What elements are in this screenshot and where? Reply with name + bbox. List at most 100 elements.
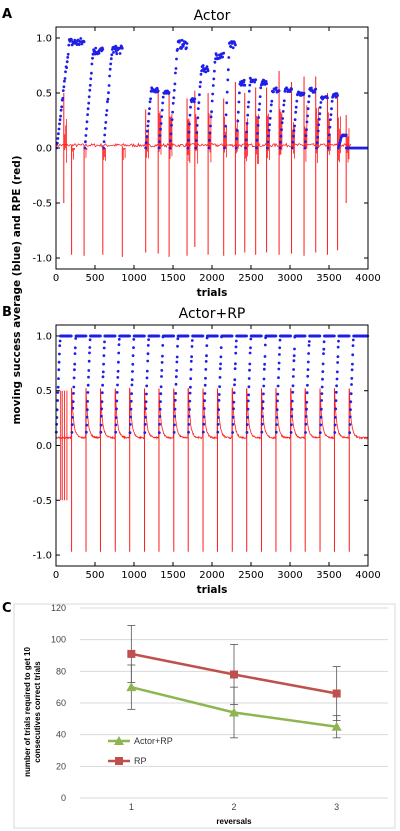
actor-success-dot [303,146,307,150]
actor-rp-success-dot [333,431,337,434]
actor-rp-success-dot [173,423,176,427]
actor-success-dot [104,121,108,124]
actor-rp-success-dot [101,375,105,379]
actor-success-dot [160,108,164,112]
actor-rp-success-dot [248,351,252,355]
actor-rp-success-dot [100,400,104,404]
chart-c-y-tick-label: 120 [51,603,66,613]
actor-rp-success-dot [333,334,336,338]
actor-rp-x-tick-label: 3000 [277,570,302,581]
actor-rp-success-dot [304,415,308,418]
actor-x-tick-label: 3500 [316,273,341,284]
actor-success-dot [267,134,270,138]
actor-success-dot [318,112,322,116]
actor-rp-success-dot [321,377,324,381]
actor-success-dot [302,91,306,95]
actor-success-dot [295,99,299,103]
actor-rp-success-dot [176,344,179,348]
actor-rp-success-dot [129,415,133,419]
actor-success-dot [147,112,151,116]
actor-rp-success-dot [204,368,208,371]
actor-success-dot [145,129,149,133]
actor-success-dot [208,138,211,142]
actor-rp-success-dot [349,400,353,404]
actor-success-dot [63,77,67,80]
actor-success-dot [266,140,270,144]
actor-rp-success-dot [216,430,220,434]
actor-rp-success-dot [158,407,162,411]
actor-success-dot [209,115,213,119]
actor-rp-success-dot [88,351,91,355]
actor-success-dot [265,82,268,86]
actor-rp-success-dot [87,375,90,379]
actor-rp-success-dot [217,408,221,411]
actor-rp-x-axis-label: trials [197,584,228,596]
actor-rp-success-dot [334,416,337,419]
actor-rp-success-dot [245,431,249,434]
actor-rp-success-dot [348,415,352,419]
actor-success-dot [294,105,298,109]
actor-y-tick-label: 0.5 [36,89,52,100]
actor-success-dot [90,71,93,75]
actor-x-tick-label: 0 [53,273,59,284]
actor-rp-success-dot [202,422,206,426]
actor-success-dot [171,110,175,114]
actor-rp-success-dot [160,369,164,372]
actor-rp-success-dot [116,376,120,379]
actor-rp-success-dot [232,400,236,404]
actor-rp-success-dot [218,376,222,379]
actor-success-dot [235,137,239,141]
actor-success-dot [268,123,271,127]
actor-success-dot [190,100,194,104]
actor-y-tick-label: -1.0 [32,254,52,265]
actor-success-dot [176,47,180,51]
actor-success-dot [198,85,202,88]
actor-success-dot [339,138,342,142]
actor-success-dot [114,50,118,53]
actor-rp-success-dot [277,367,281,371]
actor-success-dot [245,122,249,125]
panel-b: B Actor+RP 0 500 1000 1500 2000 2500 3000 3500 4… [2,305,381,596]
actor-success-dot [208,131,212,135]
actor-success-dot [159,127,163,131]
actor-success-dot [85,127,88,131]
actor-rp-success-dot [160,361,164,364]
actor-rp-success-dot [73,346,77,350]
actor-rp-success-dot [186,334,190,338]
actor-rp-success-dot [145,369,149,373]
actor-rp-success-dot [201,430,205,434]
actor-rp-success-dot [275,423,278,426]
actor-success-dot [293,118,297,121]
actor-rp-success-dot [218,367,222,371]
actor-success-dot [156,89,160,93]
actor-success-dot [329,113,333,117]
actor-rp-success-dot [70,431,74,434]
actor-rp-success-dot [234,339,238,343]
actor-success-dot [158,140,161,144]
actor-rp-success-dot [218,385,222,388]
actor-rp-success-dot [189,377,193,381]
actor-success-dot [294,110,298,114]
actor-rp-success-dot [334,407,338,411]
actor-success-dot [62,85,66,89]
actor-success-dot [269,109,273,113]
actor-rp-success-dot [157,431,161,435]
actor-success-dot [84,140,87,144]
actor-success-dot [196,116,200,120]
actor-rp-success-dot [262,384,266,388]
actor-rp-success-dot [160,375,163,378]
actor-success-dot [63,79,66,83]
actor-rp-success-dot [290,407,294,411]
actor-y-tick-label: -0.5 [32,199,52,210]
actor-rp-success-dot [72,385,76,389]
actor-rp-success-dot [205,354,208,358]
actor-rp-success-dot [86,391,90,394]
actor-success-dot [201,64,205,67]
actor-rp-success-dot [234,351,238,355]
actor-success-dot [247,89,251,93]
actor-rp-success-dot [130,383,134,387]
actor-rp-success-dot [101,370,105,374]
actor-rp-success-dot [99,430,103,434]
actor-rp-success-dot [84,334,88,338]
